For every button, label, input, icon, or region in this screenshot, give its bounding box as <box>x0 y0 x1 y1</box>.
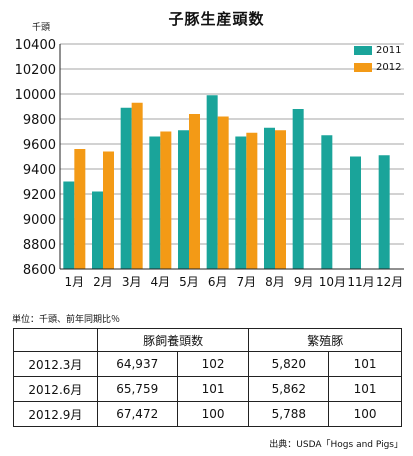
table-cell: 100 <box>328 401 402 427</box>
legend-swatch-2012 <box>354 63 372 72</box>
bar-2011 <box>92 191 103 269</box>
legend-item-2011: 2011 <box>354 42 401 59</box>
table-cell: 5,788 <box>248 401 330 427</box>
legend-swatch-2011 <box>354 46 372 55</box>
table-header-blank <box>13 328 98 352</box>
bar-2011 <box>178 130 189 269</box>
bar-2011 <box>321 135 333 269</box>
bar-2011 <box>292 109 304 269</box>
table-cell: 65,759 <box>96 376 178 402</box>
x-tick-label: 12月 <box>376 275 403 289</box>
x-tick-label: 4月 <box>151 275 171 289</box>
table-header-breeding-pigs: 繁殖豚 <box>248 328 402 352</box>
x-tick-label: 8月 <box>265 275 285 289</box>
bar-2011 <box>149 136 161 269</box>
bar-2012 <box>246 132 258 269</box>
table-cell: 101 <box>328 376 402 402</box>
table-cell: 102 <box>176 351 250 377</box>
bar-2011 <box>350 156 361 269</box>
table-unit-note: 単位：千頭、前年同期比％ <box>12 315 121 325</box>
y-tick-label: 9800 <box>23 113 56 128</box>
y-tick-label: 10400 <box>15 38 56 53</box>
bar-2012 <box>217 116 229 269</box>
bar-2012 <box>160 131 172 269</box>
table-cell: 67,472 <box>96 401 178 427</box>
table-row: 2012.6月 65,759 101 5,862 101 <box>13 376 402 402</box>
bar-chart: 8600 8800 9000 9200 9400 9600 9800 10000 10200 10… <box>15 38 404 289</box>
legend-label-2012: 2012 <box>376 62 402 73</box>
x-tick-label: 2月 <box>93 275 113 289</box>
x-tick-label: 5月 <box>179 275 199 289</box>
table-header-pig-inventory: 豚飼養頭数 <box>96 328 250 352</box>
y-tick-label: 9400 <box>23 163 56 178</box>
bar-2011 <box>63 181 75 269</box>
legend-item-2012: 2012 <box>354 59 401 76</box>
y-tick-label: 9600 <box>23 138 56 153</box>
y-tick-label: 9200 <box>23 188 56 203</box>
row-label: 2012.9月 <box>13 401 98 427</box>
table-row: 2012.3月 64,937 102 5,820 101 <box>13 351 402 377</box>
table-row: 2012.9月 67,472 100 5,788 100 <box>13 401 402 427</box>
chart-title: 子豚生産頭数 <box>168 10 265 28</box>
bar-2011 <box>378 155 390 269</box>
bar-2012 <box>275 130 286 269</box>
x-tick-label: 9月 <box>294 275 314 289</box>
bar-2011 <box>206 95 218 269</box>
y-tick-label: 8600 <box>23 263 56 278</box>
row-label: 2012.6月 <box>13 376 98 402</box>
y-axis-unit: 千頭 <box>32 23 51 33</box>
table-cell: 101 <box>328 351 402 377</box>
row-label: 2012.3月 <box>13 351 98 377</box>
x-tick-label: 3月 <box>122 275 142 289</box>
table-cell: 100 <box>176 401 250 427</box>
x-tick-label: 7月 <box>237 275 257 289</box>
data-table: 豚飼養頭数 繁殖豚 2012.3月 64,937 102 5,820 101 2… <box>13 328 402 427</box>
bar-2012 <box>103 151 114 269</box>
legend: 2011 2012 <box>354 42 401 76</box>
table-cell: 5,862 <box>248 376 330 402</box>
table-header-row: 豚飼養頭数 繁殖豚 <box>13 328 402 352</box>
x-tick-label: 10月 <box>319 275 346 289</box>
table-cell: 64,937 <box>96 351 178 377</box>
bar-2012 <box>131 102 143 269</box>
bar-2012 <box>189 114 200 269</box>
bar-2012 <box>74 149 86 269</box>
y-tick-label: 8800 <box>23 238 56 253</box>
source-note: 出典：USDA「Hogs and Pigs」 <box>269 440 403 450</box>
y-tick-label: 10200 <box>15 63 56 78</box>
bar-2011 <box>264 127 275 269</box>
x-tick-label: 1月 <box>65 275 85 289</box>
table-cell: 5,820 <box>248 351 330 377</box>
x-tick-label: 6月 <box>208 275 228 289</box>
y-tick-label: 9000 <box>23 213 56 228</box>
bar-2011 <box>235 136 247 269</box>
table-cell: 101 <box>176 376 250 402</box>
legend-label-2011: 2011 <box>376 45 402 56</box>
bar-2011 <box>120 107 132 269</box>
x-tick-label: 11月 <box>347 275 374 289</box>
y-tick-label: 10000 <box>15 88 56 103</box>
